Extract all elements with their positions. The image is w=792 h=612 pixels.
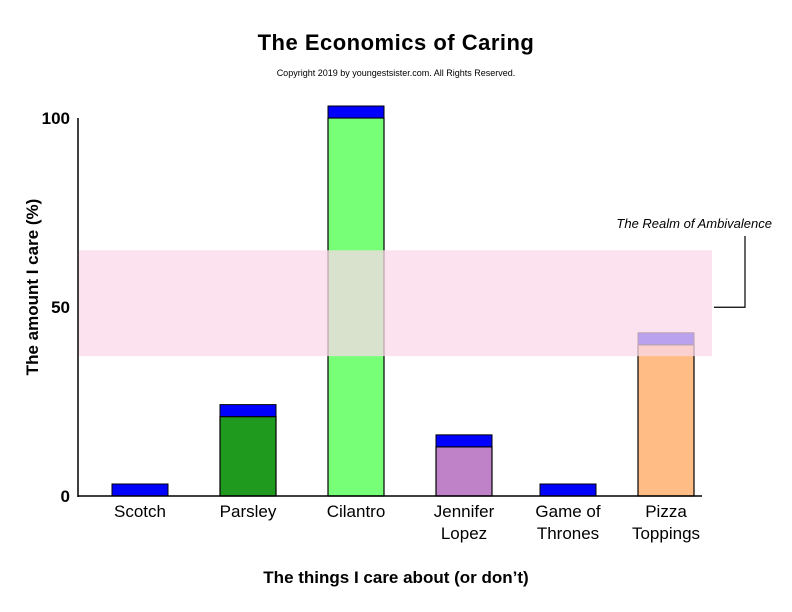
x-tick-label: Parsley (220, 502, 277, 521)
x-tick-label: Game of (535, 502, 600, 521)
band-label: The Realm of Ambivalence (616, 216, 772, 231)
bar-cap (435, 434, 493, 448)
bar-cap (111, 483, 169, 497)
y-tick-label: 0 (61, 487, 70, 506)
y-tick-label: 50 (51, 298, 70, 317)
bar (435, 446, 493, 497)
annotation-bracket (714, 236, 746, 308)
bar (219, 416, 277, 497)
bar-cap (539, 483, 597, 497)
x-tick-label: Cilantro (327, 502, 386, 521)
x-tick-label: Pizza (645, 502, 687, 521)
y-tick-label: 100 (42, 109, 70, 128)
chart-title: The Economics of Caring (257, 30, 535, 55)
x-tick-label: Thrones (537, 524, 599, 543)
x-tick-label: Lopez (441, 524, 487, 543)
bar-cap (219, 404, 277, 418)
ambivalence-band (79, 250, 712, 357)
x-tick-label: Jennifer (434, 502, 495, 521)
x-axis-label: The things I care about (or don’t) (263, 568, 529, 587)
chart-subtitle: Copyright 2019 by youngestsister.com. Al… (276, 68, 516, 78)
x-tick-label: Scotch (114, 502, 166, 521)
x-tick-label: Toppings (632, 524, 700, 543)
bar (637, 344, 695, 497)
bar-cap (327, 105, 385, 119)
